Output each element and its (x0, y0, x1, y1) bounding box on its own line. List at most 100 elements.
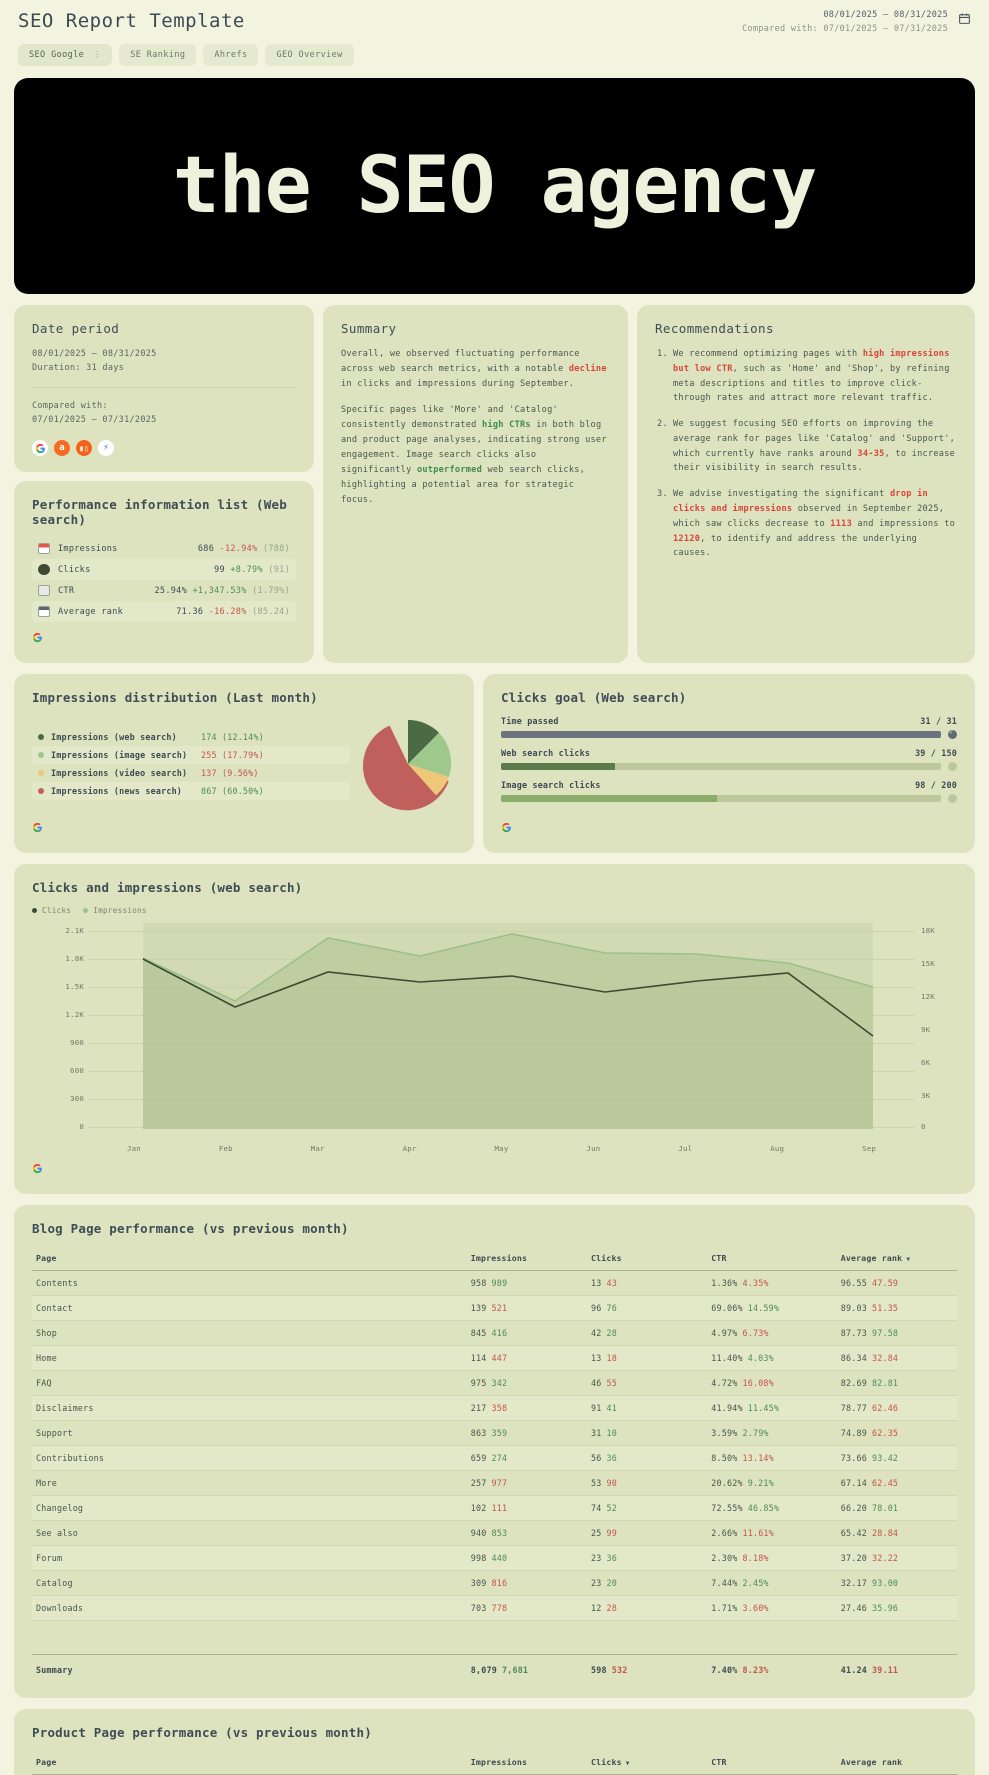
cell-page: Changelog (32, 1495, 467, 1522)
cell-clicks: 42 28 (587, 1320, 708, 1347)
recommendation-item: We recommend optimizing pages with high … (655, 347, 957, 406)
prev-value: 28 (606, 1328, 617, 1339)
cell-ctr: 41.94% 11.45% (707, 1395, 837, 1422)
value: 41.24 (840, 1665, 867, 1676)
cell-average-rank: 73.66 93.42 (836, 1445, 957, 1472)
prev-value: 62.45 (871, 1478, 899, 1489)
table-row[interactable]: Catalog 309 816 23 20 7.44% 2.45% 32.17 93.00 (32, 1570, 957, 1597)
cell-page: More (32, 1470, 467, 1497)
metric-value: 686 (197, 543, 215, 554)
column-header-average-rank[interactable]: Average rank (836, 1751, 957, 1775)
y-axis-tick-right: 0 (921, 1122, 926, 1132)
cell-average-rank: 32.17 93.00 (836, 1570, 957, 1597)
column-header-clicks[interactable]: Clicks (587, 1247, 708, 1272)
column-header-impressions[interactable]: Impressions (466, 1751, 587, 1775)
value: 12 (591, 1603, 602, 1614)
prev-value: 532 (611, 1665, 628, 1676)
table-summary-row: Summary 8,079 7,681 598 532 7.40% 8.23% 41.… (32, 1654, 957, 1683)
y-axis-tick-right: 3K (921, 1091, 931, 1101)
tab-bar[interactable]: SEO Google ⋮ SE Ranking Ahrefs GEO Overv… (14, 34, 975, 66)
table-row[interactable]: More 257 977 53 90 20.62% 9.21% 67.14 62.45 (32, 1470, 957, 1497)
prev-value: 46.85% (747, 1503, 780, 1514)
cell-ctr: 69.06% 14.59% (707, 1295, 837, 1322)
date-range-compare: Compared with: 07/01/2025 — 07/31/2025 (742, 24, 948, 34)
x-axis-tick: Jul (678, 1144, 693, 1154)
column-header-ctr[interactable]: CTR (707, 1751, 837, 1775)
column-header-clicks[interactable]: Clicks ▼ (587, 1751, 708, 1775)
column-header-average-rank[interactable]: Average rank ▼ (836, 1247, 957, 1272)
value: 20.62% (711, 1478, 743, 1489)
cell-ctr: 11.40% 4.03% (707, 1345, 837, 1372)
prev-value: 9.21% (747, 1478, 774, 1489)
metric-label: Impressions (58, 543, 118, 554)
prev-value: 13.14% (742, 1453, 774, 1464)
table-row[interactable]: Contact 139 521 96 76 69.06% 14.59% 89.03 51.35 (32, 1295, 957, 1322)
value: 598 (591, 1665, 607, 1676)
goal-row: Web search clicks 39 / 150 (501, 748, 957, 772)
table-row[interactable]: Changelog 102 111 74 52 72.55% 46.85% 66.20 78.0… (32, 1495, 957, 1522)
tab-menu-icon[interactable]: ⋮ (93, 49, 102, 59)
cell-page: Forum (32, 1545, 467, 1572)
prev-value: 8.18% (742, 1553, 769, 1564)
text: web search clicks, highlighting a potent… (341, 465, 586, 506)
tab-label: SEO Google (29, 50, 85, 60)
y-axis-tick: 600 (70, 1066, 84, 1076)
table-row[interactable]: See also 940 853 25 99 2.66% 11.61% 65.42 28.84 (32, 1520, 957, 1547)
tab-ahrefs[interactable]: Ahrefs (203, 44, 259, 66)
cell-impressions: 845 416 (466, 1320, 587, 1347)
legend-label: Impressions (video search) (51, 768, 188, 779)
recommendations-list: We recommend optimizing pages with high … (655, 347, 957, 561)
cell-impressions: 863 359 (466, 1420, 587, 1447)
value: 23 (591, 1553, 602, 1564)
legend-color-dot (83, 908, 89, 914)
prev-value: 977 (491, 1478, 508, 1489)
ctr-icon (38, 585, 50, 597)
table-row[interactable]: Shop 845 416 42 28 4.97% 6.73% 87.73 97.58 (32, 1320, 957, 1347)
highlight-high-ctrs: high CTRs (482, 420, 531, 431)
product-performance-table: Page Impressions Clicks ▼ CTR Average ran… (32, 1751, 957, 1775)
cell-average-rank: 96.55 47.59 (836, 1270, 957, 1297)
x-axis-tick: Feb (218, 1144, 233, 1154)
table-row[interactable]: Home 114 447 13 18 11.40% 4.03% 86.34 32.84 (32, 1345, 957, 1372)
cell-page: Contents (32, 1270, 467, 1297)
value: 8,079 (470, 1665, 497, 1676)
prev-value: 521 (491, 1303, 508, 1314)
text: We recommend optimizing pages with (673, 349, 863, 359)
table-row[interactable]: Disclaimers 217 358 91 41 41.94% 11.45% 78.77 62… (32, 1395, 957, 1422)
legend-color-dot (38, 734, 44, 741)
column-header-page[interactable]: Page (32, 1247, 467, 1272)
tab-geo-overview[interactable]: GEO Overview (265, 44, 354, 66)
cell-page: Contributions (32, 1445, 467, 1472)
value: 3.59% (711, 1428, 738, 1439)
table-row[interactable]: Downloads 703 778 12 28 1.71% 3.60% 27.46 35.96 (32, 1595, 957, 1622)
value: 25 (591, 1528, 602, 1539)
metric-prev: (91) (268, 564, 290, 575)
cell-impressions: 309 816 (466, 1570, 587, 1597)
value: 37.20 (840, 1553, 867, 1564)
tab-seo-google[interactable]: SEO Google ⋮ (18, 44, 113, 66)
column-header-ctr[interactable]: CTR (707, 1247, 837, 1272)
goal-value: 98 / 200 (915, 780, 957, 791)
table-row[interactable]: Contributions 659 274 56 36 8.50% 13.14% 73.66 9… (32, 1445, 957, 1472)
prev-value: 416 (491, 1328, 508, 1339)
calendar-icon[interactable] (958, 12, 971, 25)
text: , to identify and address the underlying… (673, 533, 918, 559)
date-range-selector[interactable]: 08/01/2025 — 08/31/2025 Compared with: 0… (742, 10, 971, 34)
sort-caret-icon[interactable]: ▼ (906, 1256, 911, 1264)
column-header-impressions[interactable]: Impressions (466, 1247, 587, 1272)
summary-rank: 41.24 39.11 (836, 1654, 957, 1683)
highlight: high impressions but low CTR (673, 349, 950, 374)
cell-impressions: 958 989 (466, 1270, 587, 1297)
value: 7.44% (711, 1578, 738, 1589)
table-row[interactable]: Contents 958 989 13 43 1.36% 4.35% 96.55 47.59 (32, 1270, 957, 1297)
tab-se-ranking[interactable]: SE Ranking (119, 44, 197, 66)
legend-label: Impressions (web search) (51, 732, 177, 743)
table-row[interactable]: Support 863 359 31 10 3.59% 2.79% 74.89 62.35 (32, 1420, 957, 1447)
table-row[interactable]: Forum 998 440 23 36 2.30% 8.18% 37.20 32.22 (32, 1545, 957, 1572)
sort-caret-icon[interactable]: ▼ (625, 1760, 630, 1768)
metric-delta: -16.28% (208, 606, 247, 617)
cell-average-rank: 65.42 28.84 (836, 1520, 957, 1547)
column-header-page[interactable]: Page (32, 1751, 467, 1775)
table-row[interactable]: FAQ 975 342 46 55 4.72% 16.08% 82.69 82.81 (32, 1370, 957, 1397)
value: 11.40% (711, 1353, 743, 1364)
